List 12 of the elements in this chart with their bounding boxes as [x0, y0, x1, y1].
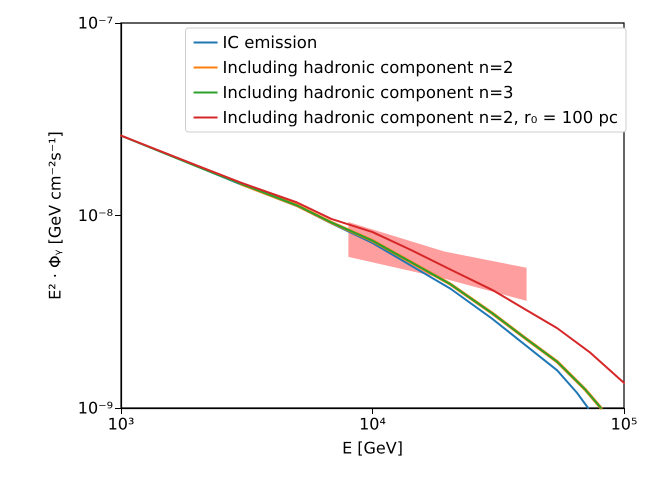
y-axis-title: E² · Φᵧ [GeV cm⁻²s⁻¹]: [46, 131, 64, 300]
y-tick-label: 10⁻⁸: [78, 206, 113, 225]
y-tick-label: 10⁻⁹: [78, 398, 113, 418]
legend-label: Including hadronic component n=2: [222, 58, 514, 77]
x-axis-title: E [GeV]: [342, 438, 403, 458]
legend-label: IC emission: [222, 33, 318, 52]
legend-label: Including hadronic component n=3: [222, 83, 514, 102]
x-tick-label: 10⁵: [610, 414, 638, 434]
y-tick-label: 10⁻⁷: [78, 14, 113, 32]
x-tick-label: 10⁴: [359, 414, 386, 434]
legend-label: Including hadronic component n=2, r₀ = 100 pc: [222, 108, 618, 127]
x-tick-label: 10³: [108, 414, 134, 434]
